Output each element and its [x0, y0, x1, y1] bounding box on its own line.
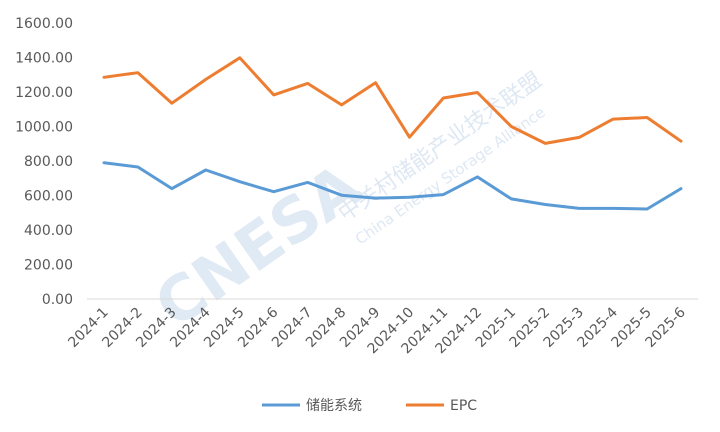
- series-line: [102, 161, 683, 211]
- y-tick-label: 1400.00: [15, 51, 73, 67]
- y-tick-label: 400.00: [24, 223, 73, 239]
- y-tick-label: 1600.00: [15, 16, 73, 32]
- y-tick-label: 600.00: [24, 189, 73, 205]
- legend-label: EPC: [450, 398, 477, 414]
- watermark-cn-text: 中关村储能产业技术联盟: [334, 68, 547, 227]
- watermark: CNESA 中关村储能产业技术联盟 China Energy Storage A…: [142, 68, 549, 343]
- y-tick-label: 1000.00: [15, 120, 73, 136]
- x-tick-labels: 2024-12024-22024-32024-42024-52024-62024…: [65, 304, 688, 357]
- y-tick-label: 0.00: [42, 292, 73, 308]
- y-tick-labels: 0.00 200.00 400.00 600.00 800.00 1000.00 1200.…: [15, 16, 73, 308]
- y-tick-label: 200.00: [24, 258, 73, 274]
- series-lines: [102, 56, 683, 211]
- y-tick-label: 800.00: [24, 154, 73, 170]
- legend-label: 储能系统: [306, 398, 362, 414]
- legend: 储能系统 EPC: [262, 398, 477, 414]
- series-line: [102, 56, 683, 145]
- y-tick-label: 1200.00: [15, 85, 73, 101]
